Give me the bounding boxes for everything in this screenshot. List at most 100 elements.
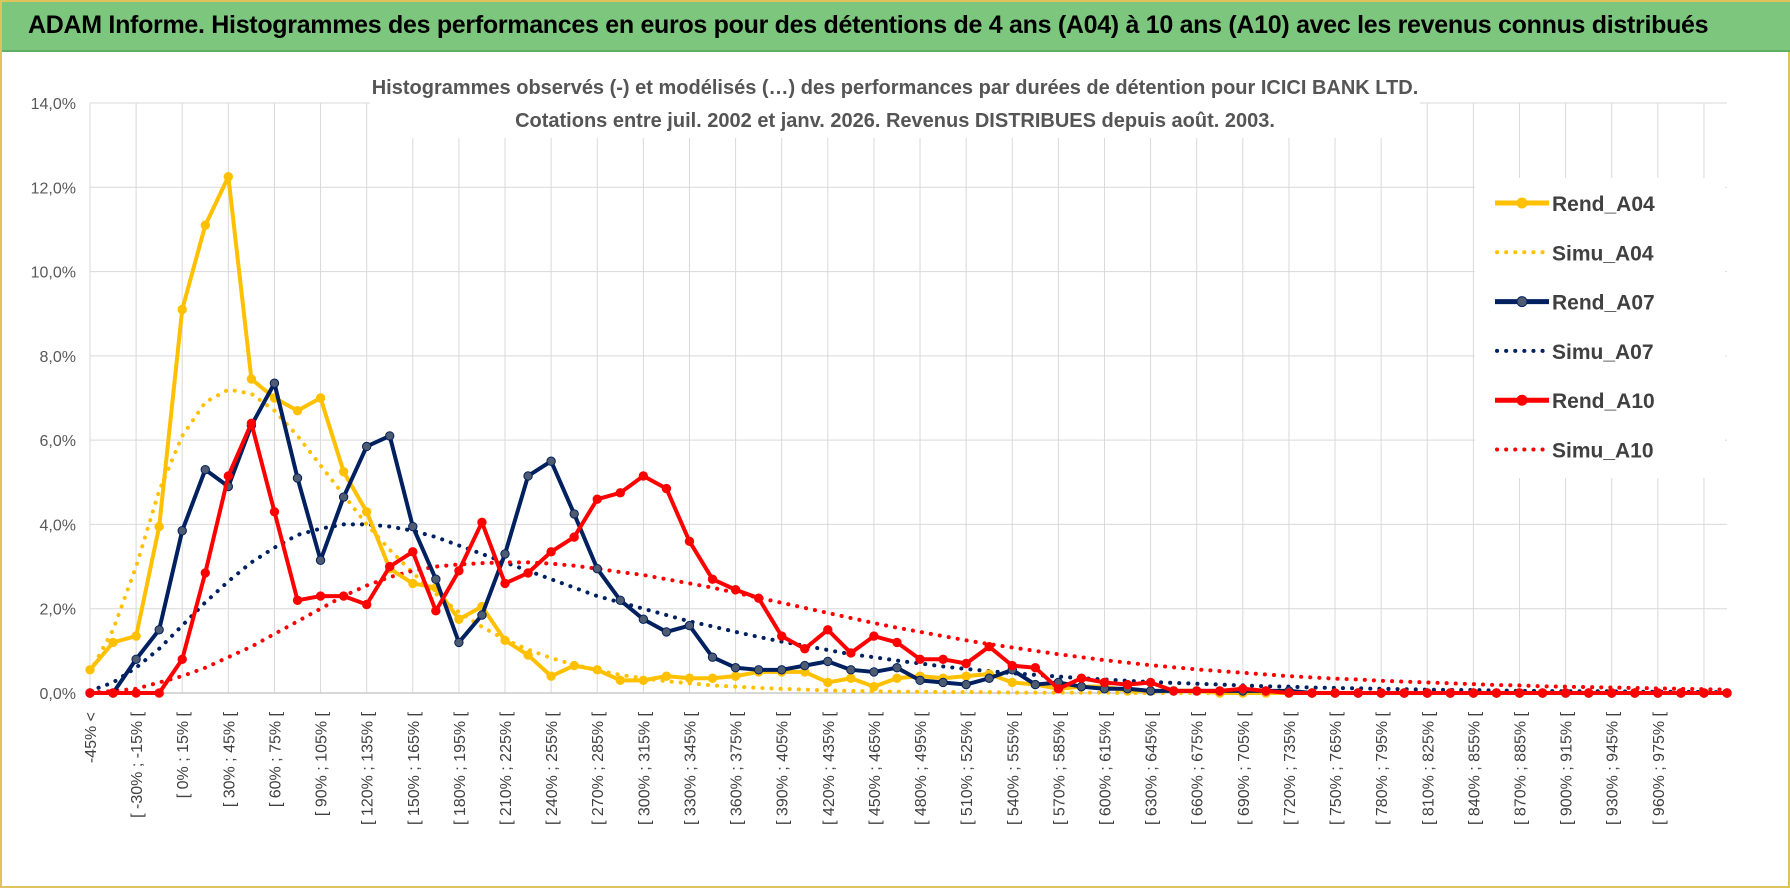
legend-marker: [1516, 394, 1528, 406]
x-tick-label: [ -30% ; -15% [: [129, 711, 146, 817]
x-tick-label: [ 270% ; 285% [: [590, 711, 607, 825]
x-tick-label: [ 900% ; 915% [: [1559, 711, 1576, 825]
data-point: [1145, 686, 1156, 696]
data-point: [523, 568, 533, 578]
data-point: [454, 614, 464, 624]
data-point: [569, 509, 579, 519]
x-tick-label: [ 690% ; 705% [: [1236, 711, 1253, 825]
data-point: [177, 304, 187, 315]
legend-marker: [1516, 197, 1528, 209]
data-point: [408, 521, 418, 532]
x-tick-label: [ 600% ; 615% [: [1097, 711, 1114, 825]
data-point: [869, 667, 879, 677]
data-point: [546, 456, 556, 466]
data-point: [753, 593, 764, 603]
data-point: [1307, 688, 1317, 698]
data-point: [546, 671, 556, 681]
x-tick-label: [ 60% ; 75% [: [267, 711, 284, 807]
data-point: [500, 635, 510, 646]
data-point: [223, 172, 234, 182]
data-point: [1145, 677, 1156, 688]
data-point: [223, 471, 234, 481]
series-simu-a10: [88, 560, 1729, 695]
data-point: [269, 378, 280, 388]
data-point: [1261, 686, 1271, 696]
data-point: [961, 671, 971, 681]
data-point: [800, 644, 810, 654]
data-point: [1330, 688, 1340, 698]
data-point: [338, 591, 349, 601]
data-point: [431, 606, 441, 616]
series-simu-a07: [88, 522, 1729, 695]
data-point: [1468, 688, 1479, 698]
data-point: [892, 663, 902, 673]
x-tick-label: [ 90% ; 105% [: [314, 711, 331, 816]
legend-marker: [1516, 296, 1528, 308]
data-point: [131, 688, 141, 698]
chart-title-line: Cotations entre juil. 2002 et janv. 2026…: [515, 110, 1275, 132]
data-point: [454, 637, 464, 648]
report-banner: ADAM Informe. Histogrammes des performan…: [2, 2, 1790, 52]
series-line: [88, 560, 1729, 695]
x-tick-label: [ 330% ; 345% [: [682, 711, 699, 825]
data-point: [1030, 679, 1041, 690]
data-point: [961, 679, 971, 690]
x-tick-label: [ 150% ; 165% [: [406, 711, 423, 825]
data-point: [638, 471, 649, 481]
data-point: [869, 681, 879, 692]
series-rend-a10: [85, 418, 1732, 698]
data-point: [200, 568, 210, 578]
legend-label: Simu_A04: [1552, 242, 1654, 265]
data-point: [661, 483, 672, 494]
data-point: [1560, 688, 1571, 698]
data-point: [615, 675, 625, 686]
data-point: [569, 532, 579, 542]
data-point: [1099, 677, 1110, 688]
legend-item-rend-a10: Rend_A10: [1495, 390, 1655, 413]
data-point: [1514, 688, 1525, 698]
data-point: [431, 574, 441, 584]
legend-item-rend-a07: Rend_A07: [1495, 292, 1655, 315]
data-point: [246, 418, 257, 428]
y-tick-label: 12,0%: [31, 180, 76, 197]
data-point: [408, 578, 418, 589]
data-point: [1537, 688, 1548, 698]
data-point: [1076, 681, 1087, 692]
data-point: [385, 431, 395, 441]
data-point: [892, 673, 902, 683]
chart-series: [85, 172, 1732, 698]
data-point: [315, 591, 326, 601]
data-point: [1445, 688, 1456, 698]
data-point: [846, 648, 856, 658]
data-point: [753, 665, 764, 675]
x-tick-label: [ 210% ; 225% [: [498, 711, 515, 825]
legend-label: Rend_A07: [1552, 292, 1655, 315]
x-tick-label: [ 480% ; 495% [: [913, 711, 930, 825]
chart-title: Histogrammes observés (-) et modélisés (…: [370, 68, 1420, 138]
data-point: [361, 599, 372, 610]
data-point: [1491, 688, 1502, 698]
y-tick-label: 6,0%: [40, 433, 76, 450]
data-point: [707, 652, 718, 662]
data-point: [1007, 677, 1017, 688]
y-axis: 0,0% 2,0% 4,0% 6,0% 8,0% 10,0% 12,0% 14,0%: [31, 96, 76, 703]
data-point: [984, 673, 994, 683]
data-point: [961, 658, 971, 669]
chart-legend: Rend_A04 Simu_A04 Rend_A07 Simu_A07 Rend_A10…: [1475, 178, 1725, 478]
title-background: [370, 68, 1420, 138]
x-tick-label: [ 780% ; 795% [: [1374, 711, 1391, 825]
x-tick-label: [ 240% ; 255% [: [544, 711, 561, 825]
x-tick-label: [ 180% ; 195% [: [452, 711, 469, 825]
x-tick-label: [ 450% ; 465% [: [867, 711, 884, 825]
x-tick-label: [ 810% ; 825% [: [1420, 711, 1437, 825]
data-point: [776, 631, 787, 641]
data-point: [1168, 686, 1179, 696]
data-point: [1122, 679, 1133, 690]
data-point: [385, 561, 395, 572]
data-point: [154, 521, 164, 532]
data-point: [1284, 688, 1294, 698]
data-point: [523, 471, 533, 481]
data-point: [338, 467, 349, 477]
data-point: [1676, 688, 1686, 698]
